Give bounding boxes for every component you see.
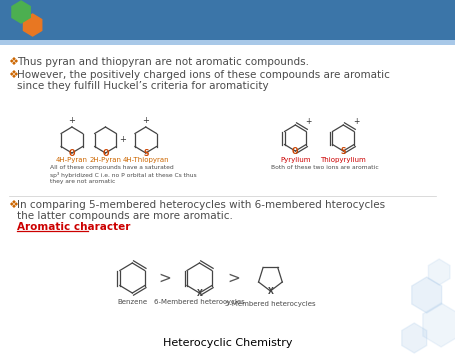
Text: However, the positively charged ions of these compounds are aromatic: However, the positively charged ions of …	[17, 70, 390, 80]
Text: O: O	[102, 148, 109, 158]
Polygon shape	[402, 323, 427, 353]
Text: 5-Membered heterocycles: 5-Membered heterocycles	[225, 301, 316, 307]
Text: +: +	[68, 116, 75, 125]
Polygon shape	[423, 303, 459, 347]
Text: S: S	[341, 147, 346, 155]
Text: Benzene: Benzene	[117, 299, 147, 305]
FancyBboxPatch shape	[0, 0, 455, 40]
Text: ❖: ❖	[8, 200, 18, 210]
Text: All of these compounds have a saturated: All of these compounds have a saturated	[50, 165, 173, 170]
Text: +: +	[142, 116, 149, 125]
Polygon shape	[0, 14, 19, 36]
Text: 4H-Thiopyran: 4H-Thiopyran	[122, 157, 169, 163]
Text: +: +	[305, 117, 311, 126]
Text: +: +	[353, 117, 359, 126]
Text: Both of these two ions are aromatic: Both of these two ions are aromatic	[272, 165, 379, 170]
Text: Heterocyclic Chemistry: Heterocyclic Chemistry	[163, 338, 292, 348]
Text: O: O	[69, 148, 75, 158]
Text: S: S	[143, 148, 148, 158]
Polygon shape	[412, 277, 442, 313]
Text: >: >	[228, 271, 240, 285]
Text: In comparing 5-membered heterocycles with 6-membered hterocycles: In comparing 5-membered heterocycles wit…	[17, 200, 385, 210]
FancyBboxPatch shape	[0, 40, 455, 45]
Text: the latter compounds are more aromatic.: the latter compounds are more aromatic.	[17, 211, 233, 221]
Polygon shape	[24, 14, 42, 36]
Text: sp³ hybridized C i.e. no P orbital at these Cs thus: sp³ hybridized C i.e. no P orbital at th…	[50, 172, 197, 178]
Text: X: X	[197, 289, 202, 297]
Text: 6-Membered heterocycles: 6-Membered heterocycles	[154, 299, 245, 305]
Text: >: >	[159, 271, 171, 285]
Text: 2H-Pyran: 2H-Pyran	[90, 157, 121, 163]
Text: O: O	[292, 147, 299, 155]
Text: X: X	[267, 286, 273, 295]
Polygon shape	[12, 1, 30, 23]
Polygon shape	[428, 259, 450, 285]
Text: Aromatic character: Aromatic character	[17, 222, 131, 232]
Text: +: +	[119, 136, 126, 144]
Text: 4H-Pyran: 4H-Pyran	[56, 157, 88, 163]
Text: since they fulfill Huckel’s criteria for aromaticity: since they fulfill Huckel’s criteria for…	[17, 81, 269, 91]
Text: Thus pyran and thiopyran are not aromatic compounds.: Thus pyran and thiopyran are not aromati…	[17, 57, 309, 67]
Text: they are not aromatic: they are not aromatic	[50, 179, 115, 184]
Text: ❖: ❖	[8, 57, 18, 67]
Text: ❖: ❖	[8, 70, 18, 80]
Text: Thiopyrylium: Thiopyrylium	[320, 157, 366, 163]
Text: Pyrylium: Pyrylium	[280, 157, 310, 163]
